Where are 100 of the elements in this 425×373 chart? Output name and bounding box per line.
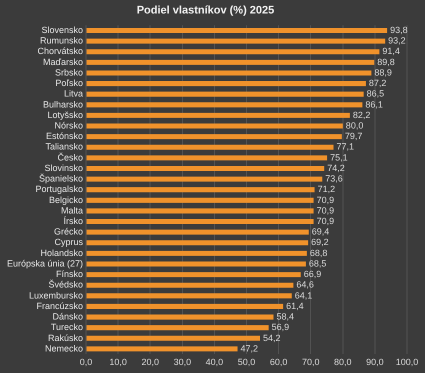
y-tick-label: Holandsko (40, 248, 84, 258)
data-label: 64,1 (294, 290, 312, 300)
y-tick-label: Litva (64, 88, 84, 99)
data-label: 68,5 (308, 258, 326, 268)
data-label: 79,7 (344, 131, 362, 142)
data-label: 68,8 (310, 248, 328, 258)
data-label: 70,9 (316, 205, 334, 216)
data-label: 64,6 (296, 280, 314, 290)
x-tick-label: 70,0 (302, 357, 320, 368)
bar (86, 112, 350, 118)
y-tick-label: Estónsko (46, 131, 84, 142)
chart-title: Podiel vlastníkov (%) 2025 (136, 4, 274, 17)
y-tick-label: Európska únia (27) (6, 258, 84, 268)
data-label: 93,8 (390, 24, 408, 35)
data-label: 66,9 (304, 269, 322, 280)
data-label: 61,4 (286, 300, 304, 311)
y-tick-label: Cyprus (54, 237, 84, 248)
y-tick-label: Bulharsko (43, 99, 84, 110)
bar (86, 198, 314, 203)
y-tick-label: Lotyšsko (48, 110, 84, 120)
y-tick-label: Portugalsko (36, 184, 84, 194)
data-label: 91,4 (382, 46, 400, 56)
y-tick-label: Srbsko (55, 67, 84, 78)
y-tick-label: Maďarsko (42, 56, 84, 67)
y-tick-label: Dánsko (52, 312, 84, 322)
data-label: 69,2 (311, 237, 329, 248)
bar (86, 49, 380, 54)
x-tick-label: 20,0 (141, 357, 159, 368)
data-label: 58,4 (276, 312, 294, 322)
bar (86, 176, 322, 182)
bar (86, 230, 309, 235)
y-tick-label: Švédsko (48, 280, 84, 290)
bar (86, 124, 343, 129)
data-label: 74,2 (327, 162, 345, 173)
y-tick-label: Luxembursko (29, 290, 84, 300)
data-label: 82,2 (352, 110, 370, 120)
y-tick-label: Francúzsko (36, 300, 84, 311)
y-tick-label: Chorvátsko (38, 46, 84, 56)
y-tick-label: Malta (61, 205, 84, 216)
data-label: 89,8 (377, 56, 395, 67)
y-tick-label: Rakúsko (48, 332, 84, 343)
y-tick-label: Taliansko (46, 142, 84, 152)
y-tick-label: Rumunsko (40, 36, 84, 46)
bar (86, 134, 342, 140)
bar (86, 81, 366, 86)
data-label: 47,2 (240, 343, 258, 354)
y-tick-label: Slovensko (42, 24, 84, 35)
data-label: 75,1 (330, 152, 348, 162)
y-tick-label: Fínsko (56, 269, 84, 280)
bar (86, 240, 308, 246)
bar (86, 336, 260, 341)
data-label: 86,5 (366, 88, 384, 99)
bar (86, 314, 274, 320)
y-tick-label: Nórsko (54, 120, 84, 131)
x-tick-label: 90,0 (366, 357, 384, 368)
y-tick-label: Slovinsko (44, 162, 84, 173)
data-label: 73,6 (325, 174, 343, 184)
bar (86, 346, 238, 352)
x-tick-label: 0,0 (80, 357, 92, 368)
x-tick-label: 40,0 (206, 357, 224, 368)
x-tick-label: 30,0 (174, 357, 192, 368)
data-label: 77,1 (336, 142, 354, 152)
bar (86, 293, 292, 298)
y-tick-label: Írsko (64, 216, 84, 226)
x-tick-label: 50,0 (238, 357, 256, 368)
bar (86, 28, 388, 34)
bar (86, 219, 314, 224)
bar (86, 282, 294, 288)
x-tick-label: 10,0 (109, 357, 127, 368)
y-tick-label: Grécko (54, 226, 84, 237)
data-label: 87,2 (368, 78, 386, 88)
bar (86, 60, 374, 65)
y-tick-label: Česko (58, 152, 84, 162)
y-tick-label: Španielsko (39, 174, 84, 184)
data-label: 80,0 (346, 120, 364, 131)
bar (86, 250, 307, 256)
bar (86, 166, 324, 171)
data-label: 69,4 (312, 226, 330, 237)
bar (86, 261, 306, 267)
data-label: 54,2 (263, 332, 281, 343)
bar (86, 208, 314, 214)
data-label: 56,9 (272, 322, 290, 332)
data-label: 86,1 (365, 99, 383, 110)
data-label: 70,9 (316, 216, 334, 226)
bar (86, 304, 284, 309)
data-label: 70,9 (316, 194, 334, 205)
bar (86, 155, 328, 160)
bar (86, 144, 334, 150)
bar (86, 102, 362, 108)
x-tick-label: 100,0 (396, 357, 418, 368)
bar (86, 272, 301, 278)
bar (86, 187, 315, 192)
bar (86, 325, 269, 330)
x-tick-label: 80,0 (334, 357, 352, 368)
y-tick-label: Poľsko (55, 78, 84, 88)
y-tick-label: Nemecko (45, 343, 84, 354)
bar (86, 70, 372, 76)
data-label: 88,9 (374, 67, 392, 78)
data-label: 93,2 (388, 36, 406, 46)
x-tick-label: 60,0 (270, 357, 288, 368)
